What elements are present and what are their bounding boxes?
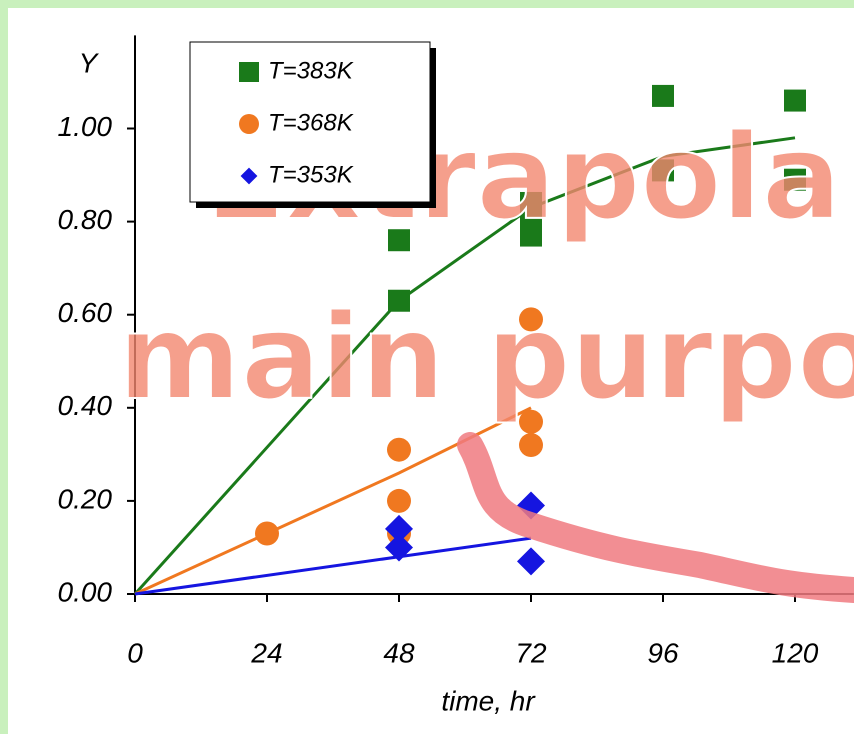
diamond-marker: [517, 547, 545, 576]
square-marker: [784, 89, 806, 112]
overlay-stroke: [457, 432, 854, 603]
x-tick-label: 0: [127, 637, 143, 668]
x-tick-label: 72: [515, 637, 547, 668]
square-marker: [652, 84, 674, 107]
circle-marker: [387, 437, 411, 462]
diamond-marker: [385, 514, 413, 543]
square-marker: [784, 168, 806, 191]
square-marker: [520, 224, 542, 247]
circle-marker: [519, 307, 543, 332]
y-tick-label: 0.80: [58, 204, 113, 235]
square-marker: [652, 159, 674, 182]
legend-label: T=353K: [268, 161, 354, 188]
circle-marker: [519, 433, 543, 458]
x-axis-label: time, hr: [441, 685, 536, 716]
y-tick-label: 0.20: [58, 483, 113, 514]
legend-box: [189, 41, 431, 203]
chart-layer: 0.00 0.20 0.40 0.60 0.80 1.00 0 24 48 72 96 120 Ytim…: [58, 35, 854, 716]
overlay-text: Extrapola: [205, 108, 842, 246]
y-tick-label: 0.40: [58, 390, 113, 421]
y-tick-label: 1.00: [58, 111, 113, 142]
x-tick-label: 120: [772, 637, 819, 668]
y-tick-label: 0.00: [58, 576, 113, 607]
circle-marker: [255, 521, 279, 546]
y-axis-label: Y: [79, 47, 100, 78]
x-tick-label: 48: [383, 637, 415, 668]
square-marker: [388, 289, 410, 312]
diamond-marker: [385, 533, 413, 562]
square-marker: [388, 229, 410, 252]
square-marker: [520, 205, 542, 228]
legend-label: T=368K: [268, 109, 354, 136]
legend-marker: [239, 62, 259, 82]
overlay-text: main purpo: [118, 288, 854, 426]
circle-marker: [387, 488, 411, 513]
legend-marker: [239, 114, 259, 134]
x-tick-label: 24: [250, 637, 282, 668]
legend-label: T=383K: [268, 57, 354, 84]
x-tick-label: 96: [647, 637, 679, 668]
y-tick-label: 0.60: [58, 297, 113, 328]
circle-marker: [519, 409, 543, 434]
